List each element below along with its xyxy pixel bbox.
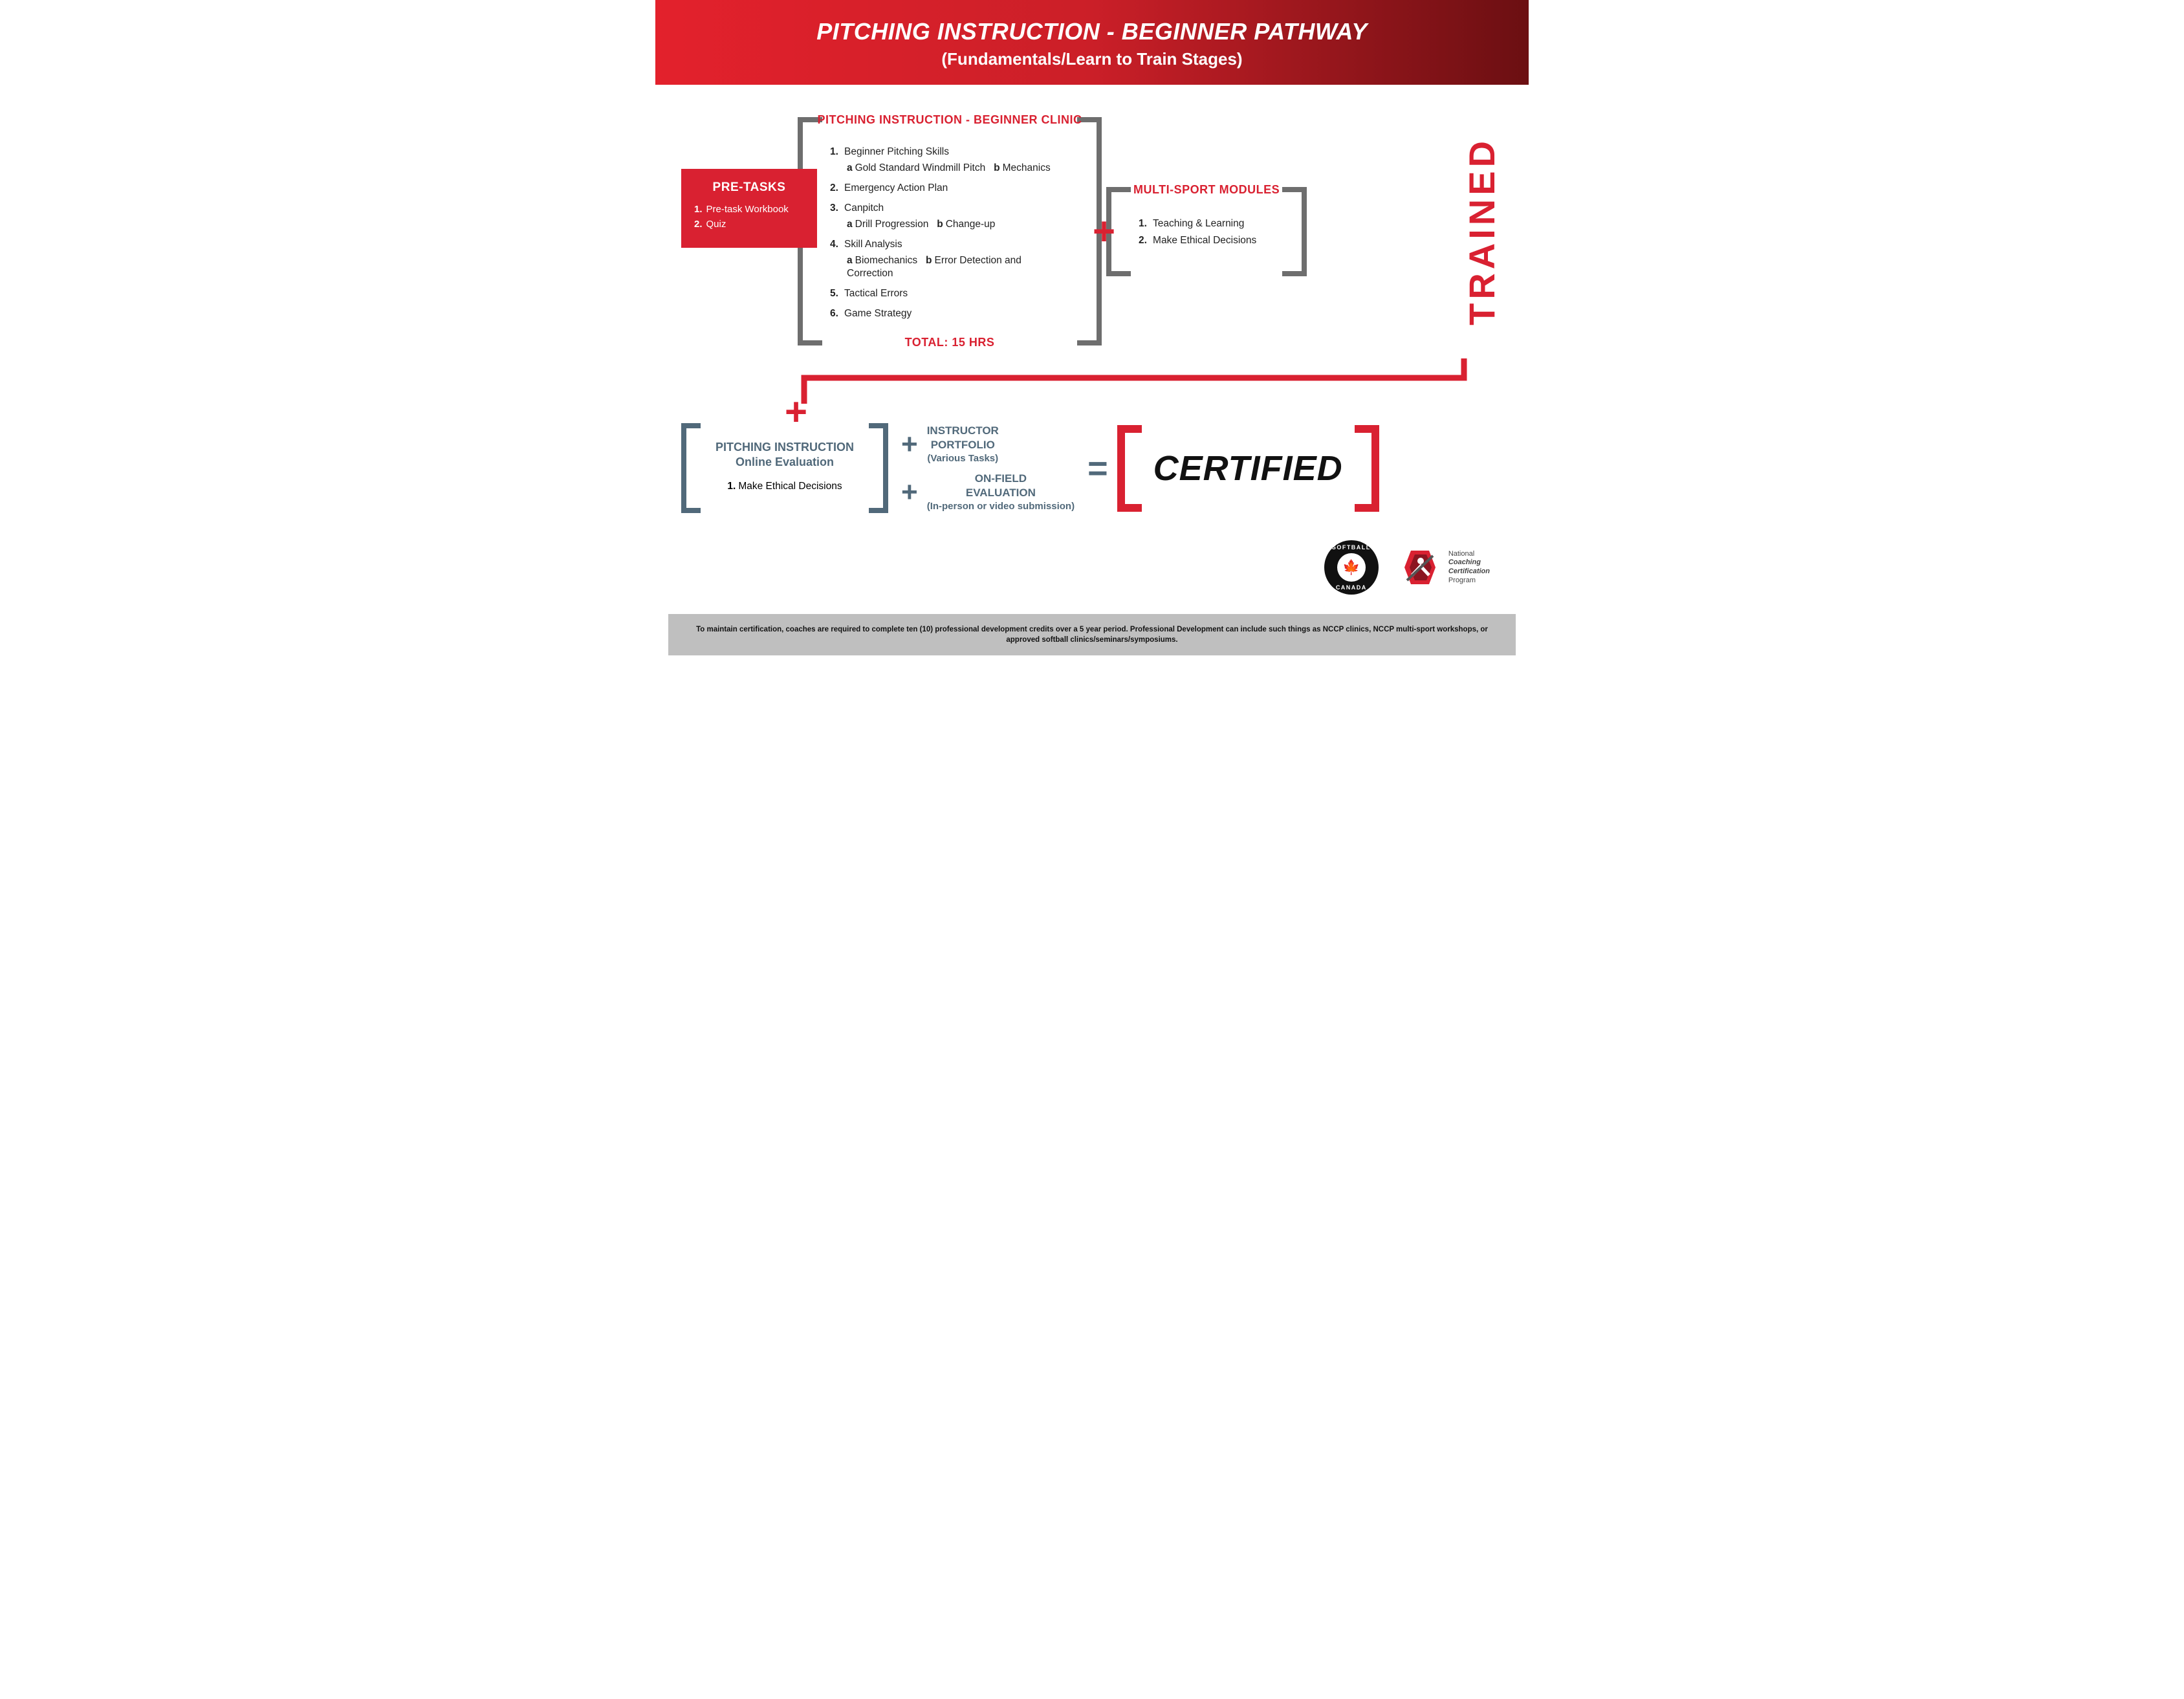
clinic-item: 3.Canpitch aDrill Progression bChange-up [830,202,1069,232]
certified-label: CERTIFIED [1153,448,1343,488]
pretasks-item-label: Quiz [706,219,726,230]
modules-title: MULTI-SPORT MODULES [1111,183,1302,197]
certified-row: + PITCHING INSTRUCTION Online Evaluation… [655,404,1529,531]
footer-note: To maintain certification, coaches are r… [668,614,1516,655]
pretasks-title: PRE-TASKS [694,181,804,195]
clinic-total: TOTAL: 15 HRS [803,336,1097,349]
modules-item: 1.Teaching & Learning [1139,218,1274,230]
requirements-column: + INSTRUCTOR PORTFOLIO (Various Tasks) +… [901,424,1075,512]
onfield-label: ON-FIELD [927,472,1075,486]
clinic-item-label: Skill Analysis [844,239,902,250]
logo-text: CANADA [1336,584,1367,591]
modules-item-label: Make Ethical Decisions [1153,235,1256,246]
evaluation-title-line: PITCHING INSTRUCTION [708,440,861,455]
evaluation-item: 1.Make Ethical Decisions [708,481,861,492]
evaluation-panel: PITCHING INSTRUCTION Online Evaluation 1… [681,423,888,513]
logo-row: SOFTBALL 🍁 CANADA National Coaching Cert… [655,531,1529,608]
evaluation-title-line: Online Evaluation [708,455,861,470]
maple-leaf-icon: 🍁 [1342,559,1360,576]
clinic-item: 6.Game Strategy [830,307,1069,321]
trained-label: TRAINED [1461,137,1503,325]
portfolio-sublabel: (Various Tasks) [927,452,999,465]
clinic-subitem: Biomechanics [855,255,918,266]
modules-panel: MULTI-SPORT MODULES 1.Teaching & Learnin… [1106,187,1307,276]
clinic-item-label: Emergency Action Plan [844,182,948,193]
clinic-subitem: Drill Progression [855,219,929,230]
clinic-item-label: Canpitch [844,203,884,214]
clinic-panel: PITCHING INSTRUCTION - BEGINNER CLINIC 1… [798,117,1102,345]
certified-panel: CERTIFIED [1117,425,1379,512]
page-subtitle: (Fundamentals/Learn to Train Stages) [668,49,1516,69]
clinic-item: 4.Skill Analysis aBiomechanics bError De… [830,238,1069,281]
clinic-item: 5.Tactical Errors [830,287,1069,301]
clinic-item-label: Game Strategy [844,308,912,319]
modules-item: 2.Make Ethical Decisions [1139,235,1274,247]
pretasks-panel: PRE-TASKS 1.Pre-task Workbook 2.Quiz [681,169,817,248]
plus-icon: + [1093,209,1115,254]
portfolio-label: INSTRUCTOR [927,424,999,438]
onfield-sublabel: (In-person or video submission) [927,500,1075,513]
nccp-logo-text: National Coaching Certification Program [1448,550,1490,586]
clinic-item-label: Tactical Errors [844,288,908,299]
pretasks-item: 1.Pre-task Workbook [694,204,804,215]
clinic-subitem: Mechanics [1003,162,1051,173]
nccp-logo: National Coaching Certification Program [1398,548,1490,587]
logo-text: SOFTBALL [1332,544,1371,551]
trained-row: PRE-TASKS 1.Pre-task Workbook 2.Quiz PIT… [655,85,1529,365]
pretasks-item: 2.Quiz [694,219,804,230]
evaluation-item-label: Make Ethical Decisions [738,481,842,492]
nccp-logo-icon [1398,548,1442,587]
page-title: PITCHING INSTRUCTION - BEGINNER PATHWAY [668,18,1516,45]
page-header: PITCHING INSTRUCTION - BEGINNER PATHWAY … [655,0,1529,85]
pretasks-item-label: Pre-task Workbook [706,204,789,215]
clinic-subitem: Change-up [946,219,996,230]
clinic-title: PITCHING INSTRUCTION - BEGINNER CLINIC [803,113,1097,127]
equals-icon: = [1087,448,1104,488]
clinic-item: 2.Emergency Action Plan [830,182,1069,195]
clinic-item: 1.Beginner Pitching Skills aGold Standar… [830,146,1069,175]
clinic-item-label: Beginner Pitching Skills [844,146,949,157]
softball-canada-logo: SOFTBALL 🍁 CANADA [1324,540,1379,595]
plus-icon: + [901,474,918,510]
plus-icon: + [901,426,918,463]
evaluation-title: PITCHING INSTRUCTION Online Evaluation [708,440,861,469]
clinic-subitem: Gold Standard Windmill Pitch [855,162,986,173]
modules-item-label: Teaching & Learning [1153,218,1244,229]
portfolio-label: PORTFOLIO [927,438,999,452]
onfield-label: EVALUATION [927,486,1075,500]
